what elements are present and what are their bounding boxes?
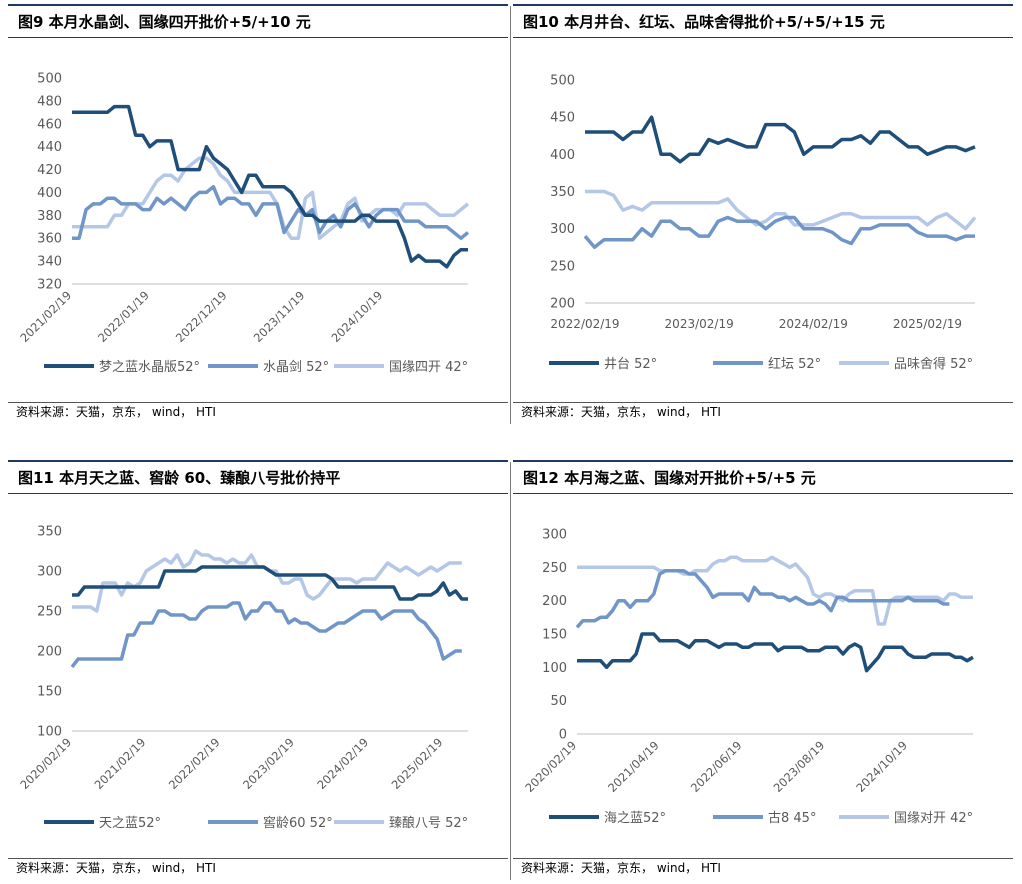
chart-panel-4: 图12 本月海之蓝、国缘对开批价+5/+5 元 0 50 100 150 200 250 3…	[513, 460, 1013, 880]
source-note-4: 资料来源：天猫，京东， wind， HTI	[513, 858, 1013, 876]
series-line	[575, 568, 950, 629]
y-tick-label: 300	[542, 528, 567, 543]
y-tick-label: 450	[550, 111, 575, 126]
y-tick-label: 360	[37, 232, 62, 247]
y-tick-label: 250	[542, 561, 567, 576]
chart-panel-1: 图9 本月水晶剑、国缘四开批价+5/+10 元 320 340 360 380 400 4…	[8, 4, 508, 424]
x-tick-label: 2024/10/19	[853, 738, 910, 795]
y-tick-label: 500	[37, 72, 62, 87]
y-tick-label: 150	[37, 685, 62, 700]
x-tick-label: 2021/02/19	[17, 288, 74, 345]
series-line	[577, 555, 973, 626]
x-tick-label: 2023/08/19	[771, 738, 828, 795]
series-line	[577, 632, 974, 673]
y-tick-label: 0	[559, 728, 567, 743]
source-note-3: 资料来源：天猫，京东， wind， HTI	[8, 858, 508, 876]
x-tick-label: 2022/02/19	[550, 317, 619, 331]
legend-label: 井台 52°	[604, 357, 657, 372]
y-tick-label: 100	[542, 661, 567, 676]
x-tick-label: 2020/02/19	[17, 735, 74, 792]
series-line	[70, 601, 462, 669]
x-tick-label: 2022/02/19	[166, 735, 223, 792]
y-tick-label: 500	[550, 74, 575, 89]
series-line	[72, 565, 468, 601]
x-tick-label: 2024/02/19	[314, 735, 371, 792]
x-tick-label: 2020/02/19	[522, 738, 579, 795]
y-tick-label: 250	[550, 259, 575, 274]
legend-label: 海之蓝52°	[604, 811, 666, 826]
x-tick-label: 2022/06/19	[688, 738, 745, 795]
x-tick-label: 2022/12/19	[173, 288, 230, 345]
x-tick-label: 2024/10/19	[328, 288, 385, 345]
series-line	[585, 189, 977, 231]
legend-label: 国缘对开 42°	[894, 811, 973, 826]
legend-label: 品味舍得 52°	[894, 356, 973, 372]
y-tick-label: 200	[550, 297, 575, 312]
series-line	[585, 115, 976, 164]
y-tick-label: 420	[37, 163, 62, 178]
y-tick-label: 300	[550, 222, 575, 237]
chart-svg-4: 0 50 100 150 200 250 300 2020/02/19 2021/04/19 20…	[522, 528, 974, 826]
x-tick-label: 2021/02/19	[92, 735, 149, 792]
x-tick-label: 2021/04/19	[605, 738, 662, 795]
x-tick-label: 2022/01/19	[95, 288, 152, 345]
y-tick-label: 400	[37, 186, 62, 201]
y-tick-label: 460	[37, 117, 62, 132]
y-tick-label: 250	[37, 605, 62, 620]
chart-panel-3: 图11 本月天之蓝、窖龄 60、臻酿八号批价持平 100 150 200 250 300…	[8, 460, 508, 880]
legend-label: 红坛 52°	[768, 356, 821, 372]
series-line	[72, 184, 470, 240]
legend-label: 古8 45°	[768, 811, 816, 826]
y-tick-label: 340	[37, 255, 62, 270]
source-note-2: 资料来源：天猫，京东， wind， HTI	[513, 402, 1013, 420]
chart-svg-2: 200 250 300 350 400 450 500 2022/02/19 2023/02/1…	[549, 74, 977, 372]
y-tick-label: 480	[37, 94, 62, 109]
y-tick-label: 300	[37, 565, 62, 580]
x-tick-label: 2023/02/19	[240, 735, 297, 792]
y-tick-label: 200	[542, 594, 567, 609]
y-tick-label: 440	[37, 140, 62, 155]
chart-title-1: 图9 本月水晶剑、国缘四开批价+5/+10 元	[8, 4, 508, 38]
legend-label: 水晶剑 52°	[263, 359, 329, 375]
chart-svg-1: 320 340 360 380 400 420 440 460 480 500 2021/02/19…	[17, 72, 470, 375]
y-tick-label: 100	[37, 725, 62, 740]
chart-title-3: 图11 本月天之蓝、窖龄 60、臻酿八号批价持平	[8, 460, 508, 494]
x-tick-label: 2024/02/19	[779, 317, 848, 331]
y-tick-label: 200	[37, 645, 62, 660]
legend-label: 窖龄60 52°	[263, 815, 333, 831]
y-tick-label: 400	[550, 148, 575, 163]
chart-panel-2: 图10 本月井台、红坛、品味舍得批价+5/+5/+15 元 200 250 300 3…	[513, 4, 1013, 424]
x-tick-label: 2023/11/19	[251, 288, 308, 345]
y-tick-label: 320	[37, 278, 62, 293]
legend-label: 天之蓝52°	[99, 816, 161, 831]
chart-title-2: 图10 本月井台、红坛、品味舍得批价+5/+5/+15 元	[513, 4, 1013, 38]
legend-label: 梦之蓝水晶版52°	[99, 360, 200, 375]
chart-svg-3: 100 150 200 250 300 350 2020/02/19 2021/02/19 20…	[17, 525, 468, 832]
x-tick-label: 2025/02/19	[389, 735, 446, 792]
y-tick-label: 150	[542, 628, 567, 643]
x-tick-label: 2023/02/19	[665, 317, 734, 331]
chart-title-4: 图12 本月海之蓝、国缘对开批价+5/+5 元	[513, 460, 1013, 494]
y-tick-label: 350	[37, 525, 62, 540]
legend-label: 臻酿八号 52°	[389, 815, 468, 831]
series-line	[72, 156, 470, 240]
x-tick-label: 2025/02/19	[893, 317, 962, 331]
series-line	[72, 104, 468, 269]
y-tick-label: 50	[550, 694, 567, 709]
y-tick-label: 380	[37, 209, 62, 224]
panel-divider-bottom	[510, 462, 511, 880]
source-note-1: 资料来源：天猫，京东， wind， HTI	[8, 402, 508, 420]
series-line	[583, 215, 975, 250]
panel-divider-top	[510, 6, 511, 424]
legend-label: 国缘四开 42°	[389, 360, 468, 375]
y-tick-label: 350	[550, 185, 575, 200]
